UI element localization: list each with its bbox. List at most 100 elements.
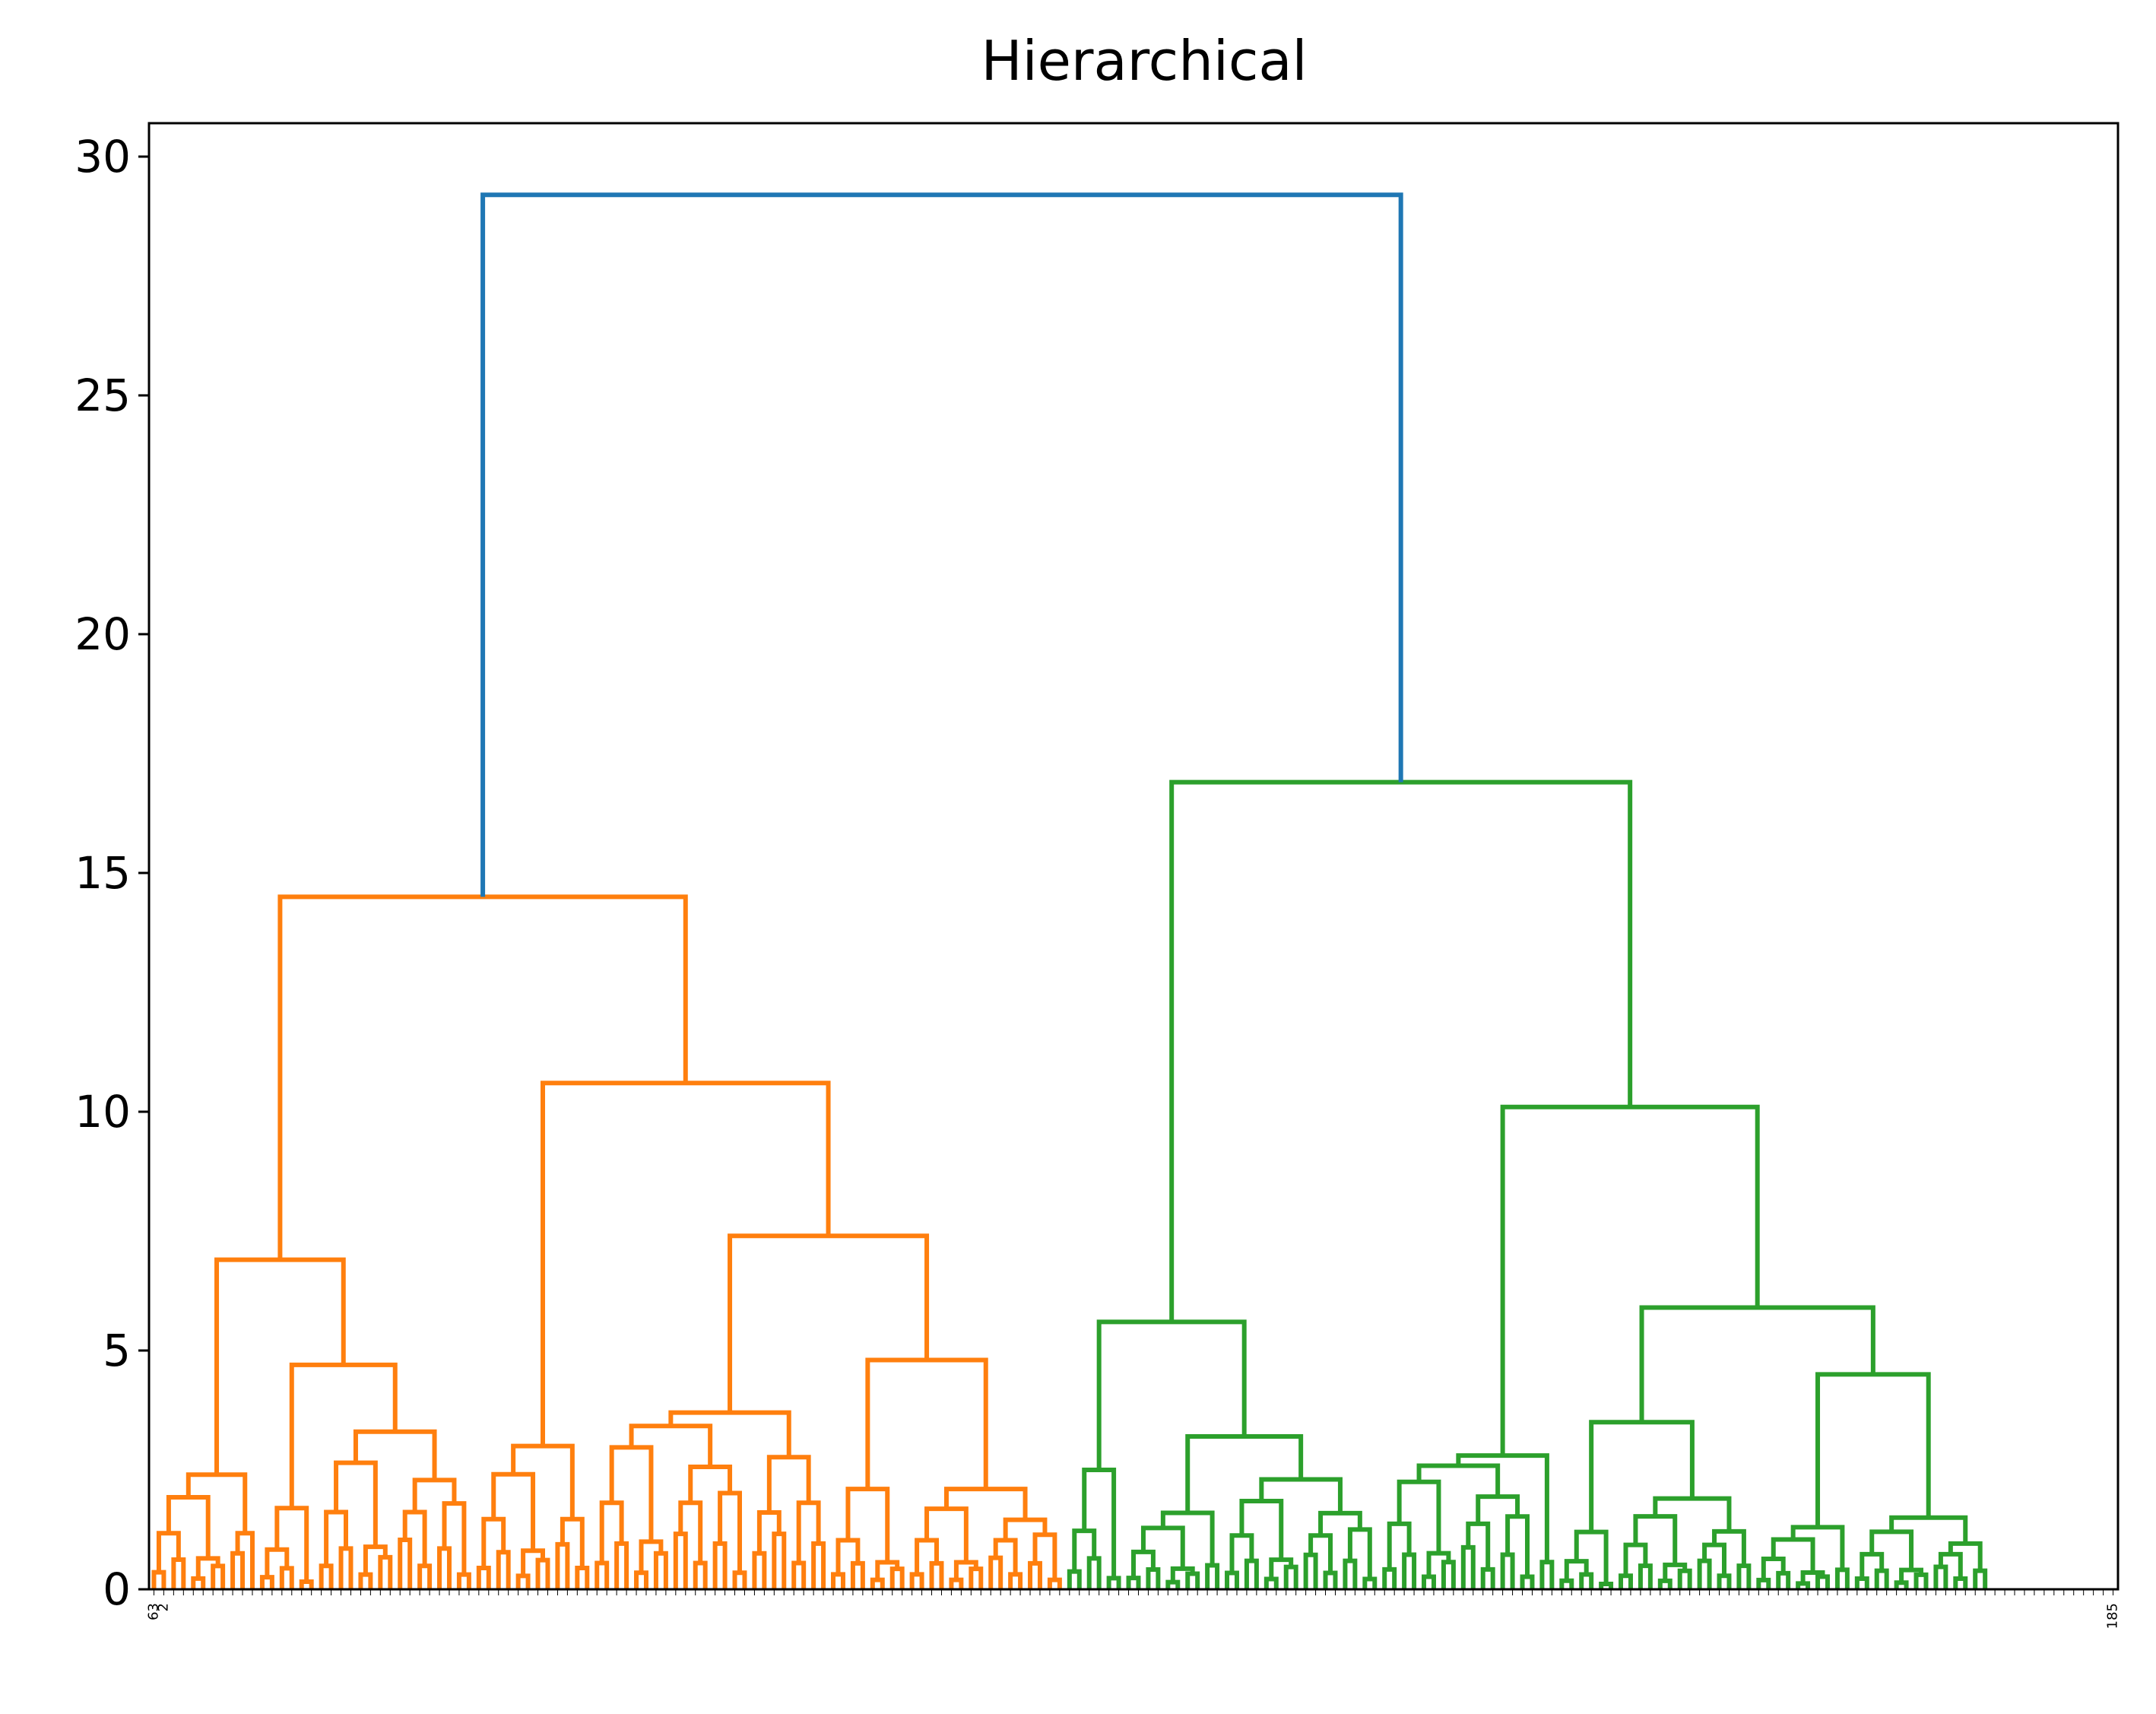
dendrogram-link [338,1546,354,1589]
dendrogram-link [953,1560,978,1580]
dendrogram-link [1303,1552,1318,1589]
dendrogram-link [1146,1567,1161,1589]
dendrogram-link [1259,1477,1343,1513]
dendrogram-link [850,1560,865,1589]
dendrogram-link [1638,1563,1653,1589]
dendrogram-link [442,1501,467,1575]
dendrogram-link [1756,1577,1771,1589]
dendrogram-link [1008,1572,1023,1589]
dendrogram-link [1003,1517,1048,1541]
dendrogram-link [1539,1560,1555,1589]
dendrogram-link [870,1577,885,1589]
dendrogram-link [1938,1551,1963,1579]
dendrogram-link [166,1494,211,1559]
leaf-label: 185 [2105,1603,2121,1629]
dendrogram-link [678,1500,703,1563]
dendrogram-link [1834,1567,1850,1589]
dendrogram-link [875,1560,900,1580]
dendrogram-link [1032,1532,1057,1580]
dendrogram-link [1382,1566,1397,1589]
dendrogram-link [480,192,1403,897]
y-tick-label: 25 [75,370,131,421]
y-tick-label: 10 [75,1086,131,1138]
dendrogram-link [363,1544,388,1575]
dendrogram-link [1933,1564,1948,1589]
dendrogram-link [845,1487,890,1563]
dendrogram-link [560,1516,585,1569]
dendrogram-link [1229,1533,1254,1573]
leaf-label: 63 [145,1603,161,1620]
dendrogram-link [555,1541,570,1589]
y-tick-label: 30 [75,131,131,183]
dendrogram-link [1520,1574,1535,1589]
dendrogram-link [191,1576,206,1589]
dendrogram-link [1815,1574,1830,1589]
dendrogram-link [718,1490,742,1573]
dendrogram-link [1397,1479,1441,1554]
dendrogram-link [1574,1529,1609,1584]
dendrogram-link [929,1560,944,1589]
dendrogram-link [1913,1572,1929,1589]
dendrogram-link [151,1570,166,1589]
dendrogram-link [1480,1566,1495,1589]
dendrogram-link [1422,1574,1436,1589]
dendrogram-link [1948,1541,1983,1571]
dendrogram-link [943,1487,1028,1520]
dendrogram-link [831,1572,845,1589]
dendrogram-link [185,1472,248,1534]
dendrogram-link [1082,1468,1117,1579]
dendrogram-link [1456,1453,1549,1563]
dendrogram-link [1677,1568,1692,1589]
dendrogram-link [353,1429,437,1481]
dendrogram-link [1559,1578,1574,1589]
dendrogram-link [1441,1560,1456,1589]
chart-title: Hierarchical [981,29,1307,93]
dendrogram-link [1205,1563,1220,1589]
dendrogram-link [1500,1104,1760,1456]
dendrogram-link [639,1539,664,1573]
dendrogram-link [909,1572,924,1589]
dendrogram-link [171,1557,186,1589]
dendrogram-link [265,1547,290,1578]
dendrogram-link [1736,1563,1752,1589]
dendrogram-link [1869,1529,1914,1570]
dendrogram-link [1589,1420,1695,1532]
dendrogram-link [259,1575,274,1589]
dendrogram-link [1047,1577,1062,1589]
dendrogram-link [378,1554,393,1589]
dendrogram-link [1072,1528,1097,1572]
dendrogram-link [412,1478,457,1512]
dendrogram-link [299,1579,314,1589]
y-axis: 0 5 10 15 20 25 30 [75,131,149,1615]
dendrogram-link [230,1551,246,1589]
dendrogram-link [481,1516,506,1569]
dendrogram-link [1889,1515,1968,1544]
dendrogram-link [1800,1570,1825,1584]
dendrogram-links [151,192,1988,1589]
dendrogram-link [1579,1572,1594,1589]
dendrogram-link [756,1510,782,1554]
dendrogram-link [521,1548,545,1576]
y-tick-label: 0 [103,1563,131,1615]
dendrogram-link [1761,1557,1786,1580]
dendrogram-link [1308,1533,1333,1573]
dendrogram-link [541,1081,831,1446]
dendrogram-link [599,1500,624,1563]
dendrogram-link [1067,1569,1082,1589]
dendrogram-link [274,1506,309,1582]
dendrogram-link [1653,1496,1732,1531]
dendrogram-link [949,1577,964,1589]
y-tick-label: 15 [75,847,131,899]
dendrogram-link [1874,1568,1889,1589]
dendrogram-link [1790,1525,1845,1570]
dendrogram-link [796,1500,821,1563]
dendrogram-link [1796,1581,1811,1589]
dendrogram-link [1973,1568,1988,1589]
dendrogram-link [1126,1576,1141,1589]
dendrogram-link [1028,1560,1042,1589]
dendrogram-link [1169,779,1633,1322]
dendrogram-link [1860,1551,1885,1579]
dendrogram-link [924,1506,969,1563]
